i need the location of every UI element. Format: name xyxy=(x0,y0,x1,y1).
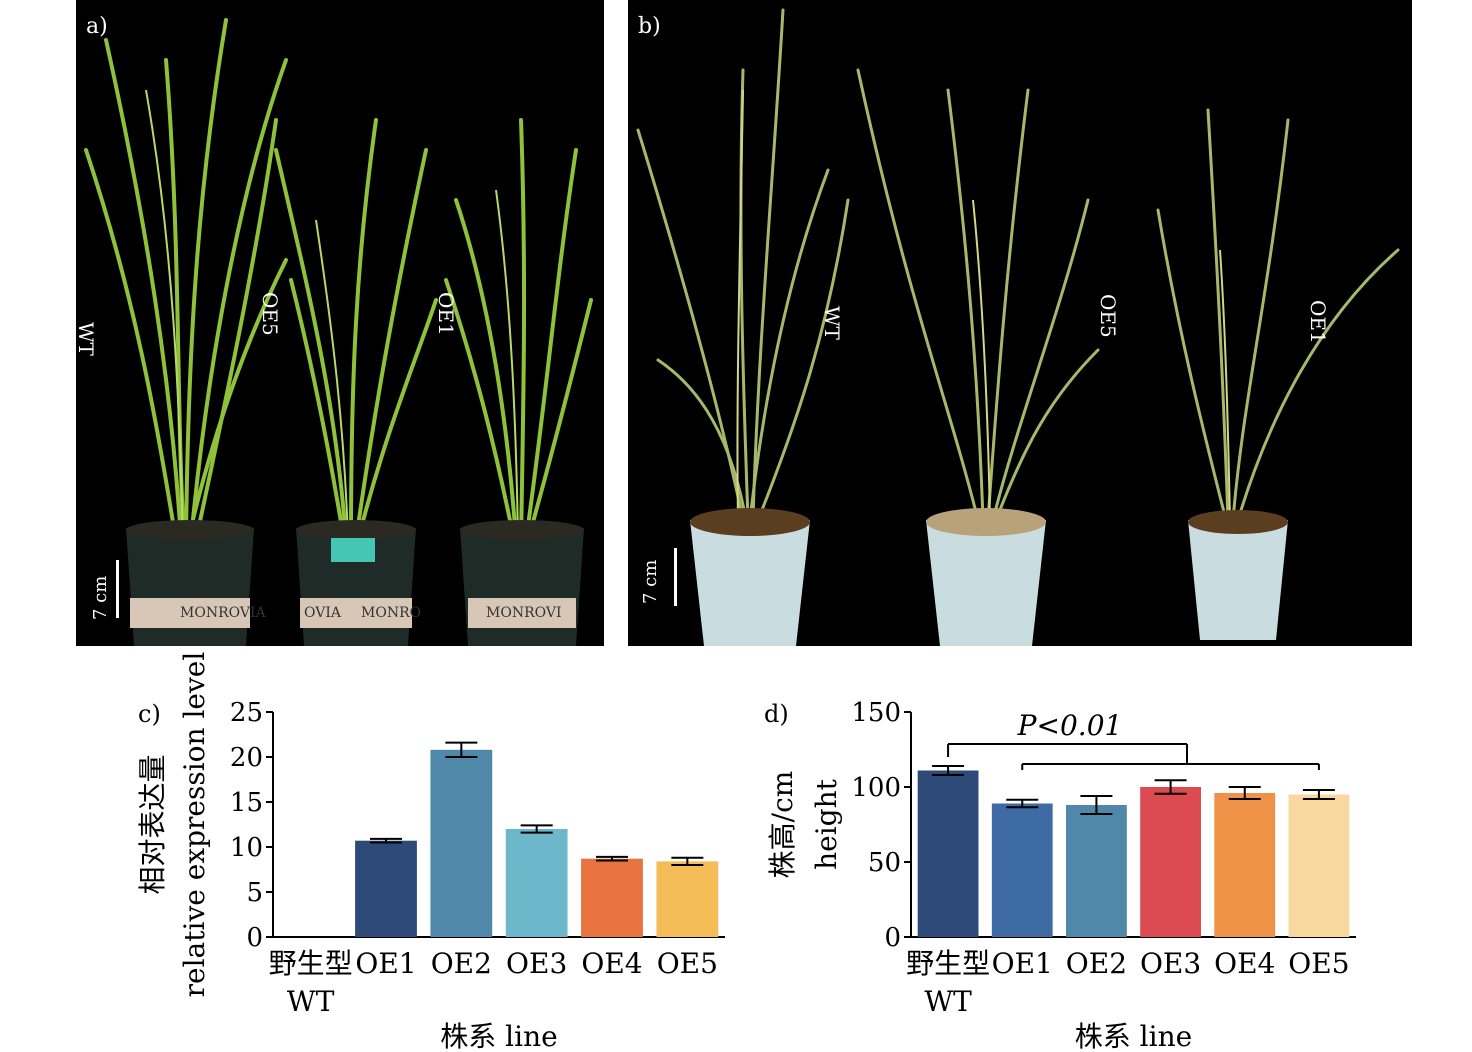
bar xyxy=(430,749,493,937)
bar xyxy=(1066,805,1127,937)
plant-label-wt-b: WT xyxy=(820,306,844,340)
y-tick-label: 25 xyxy=(230,698,263,728)
y-tick-label: 15 xyxy=(230,788,263,818)
y-tick-label: 150 xyxy=(851,698,901,728)
bar xyxy=(505,829,568,937)
significance-annotation: P<0.01 xyxy=(1017,709,1123,742)
panel-label: c) xyxy=(138,700,161,728)
scale-bar-b xyxy=(674,548,677,606)
panel-label-a: a) xyxy=(86,14,108,39)
y-tick-label: 20 xyxy=(230,743,263,773)
scale-label-a: 7 cm xyxy=(90,575,111,620)
plant-label-wt-a: WT xyxy=(76,322,98,356)
scale-bar-a xyxy=(116,560,119,618)
y-tick-label: 5 xyxy=(246,878,263,908)
x-tick-label: OE4 xyxy=(581,947,642,980)
x-tick-label: OE1 xyxy=(992,947,1053,980)
plant-label-oe1-b: OE1 xyxy=(1306,300,1330,344)
x-axis-label: 株系 line xyxy=(1075,1020,1192,1052)
x-tick-label: OE3 xyxy=(506,947,567,980)
x-axis-label: 株系 line xyxy=(440,1020,557,1052)
plant-label-oe5-b: OE5 xyxy=(1096,294,1120,338)
bar xyxy=(991,803,1053,937)
bar xyxy=(1140,787,1201,937)
y-axis-label: relative expression level xyxy=(178,652,211,998)
y-tick-label: 100 xyxy=(851,773,901,803)
plant-label-oe1-a: OE1 xyxy=(434,292,458,336)
y-tick-label: 10 xyxy=(230,833,263,863)
photo-panel-b: b) WT OE5 OE1 7 cm xyxy=(628,0,1412,646)
pot-text-3: MONRO xyxy=(361,605,422,621)
x-tick-label: OE5 xyxy=(657,947,718,980)
photo-panel-a: a) WT OE5 OE1 7 cm MONROVIA OVIA MONRO M… xyxy=(76,0,604,646)
rice-plants-photo-b xyxy=(636,8,1400,646)
panel-label-b: b) xyxy=(638,14,661,39)
y-axis-label: 相对表达量 xyxy=(136,754,169,894)
y-tick-label: 0 xyxy=(884,923,901,953)
y-tick-label: 50 xyxy=(868,848,901,878)
plant-label-oe5-a: OE5 xyxy=(258,292,282,336)
x-tick-label: WT xyxy=(287,985,335,1018)
rice-plants-photo-a xyxy=(84,18,593,646)
y-axis-label: 株高/cm xyxy=(766,771,799,879)
x-tick-label: OE2 xyxy=(1066,947,1127,980)
x-tick-label: OE1 xyxy=(355,947,416,980)
x-tick-label: 野生型 xyxy=(906,947,990,980)
panel-label: d) xyxy=(764,700,789,728)
x-tick-label: OE2 xyxy=(431,947,492,980)
pot-text-2: OVIA xyxy=(304,605,341,621)
bar xyxy=(1214,793,1276,937)
y-tick-label: 0 xyxy=(246,923,263,953)
y-axis-label: height xyxy=(810,778,843,870)
pot-text-1: MONROVIA xyxy=(180,605,266,621)
x-tick-label: 野生型 xyxy=(269,947,353,980)
bar xyxy=(581,858,643,937)
x-tick-label: OE4 xyxy=(1214,947,1275,980)
bar xyxy=(1288,794,1350,937)
x-tick-label: OE5 xyxy=(1288,947,1349,980)
bar xyxy=(656,861,719,937)
scale-label-b: 7 cm xyxy=(640,559,661,604)
bar xyxy=(355,840,417,937)
bar xyxy=(917,770,979,937)
x-tick-label: OE3 xyxy=(1140,947,1201,980)
x-tick-label: WT xyxy=(924,985,972,1018)
pot-text-4: MONROVI xyxy=(486,605,562,621)
